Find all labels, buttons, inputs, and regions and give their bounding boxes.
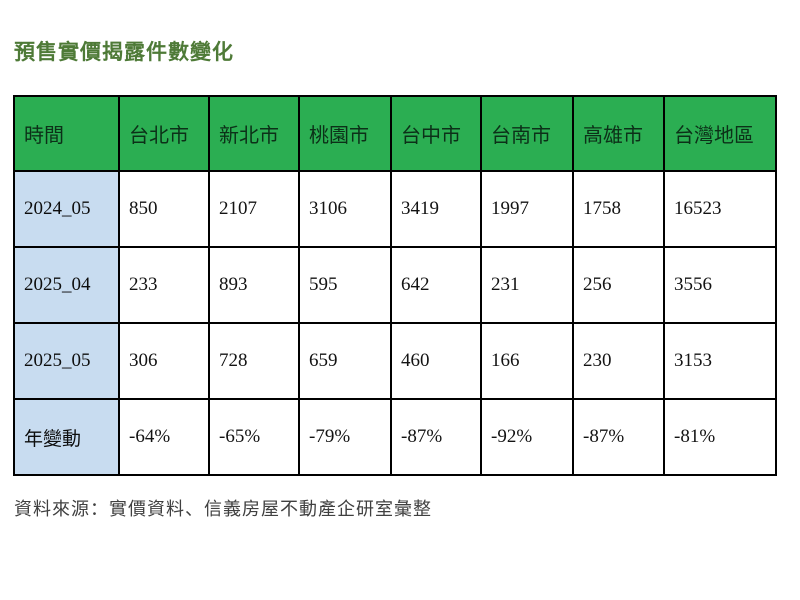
table-row: 2025_05 306 728 659 460 166 230 3153 xyxy=(13,322,777,400)
table-cell: 460 xyxy=(390,322,482,400)
column-header-kaohsiung: 高雄市 xyxy=(572,95,665,172)
column-header-time: 時間 xyxy=(13,95,120,172)
table-cell: -79% xyxy=(298,398,392,476)
column-header-tainan: 台南市 xyxy=(480,95,574,172)
row-label: 年變動 xyxy=(13,398,120,476)
table-cell: 1997 xyxy=(480,170,574,248)
column-header-taiwan-area: 台灣地區 xyxy=(663,95,777,172)
table-row: 2024_05 850 2107 3106 3419 1997 1758 165… xyxy=(13,170,777,248)
table-cell: 256 xyxy=(572,246,665,324)
table-cell: 230 xyxy=(572,322,665,400)
table-cell: -87% xyxy=(572,398,665,476)
table-cell: -92% xyxy=(480,398,574,476)
table-cell: 3419 xyxy=(390,170,482,248)
table-cell: -87% xyxy=(390,398,482,476)
table-cell: 306 xyxy=(118,322,210,400)
table-cell: 231 xyxy=(480,246,574,324)
table-cell: 728 xyxy=(208,322,300,400)
column-header-taichung: 台中市 xyxy=(390,95,482,172)
table-cell: 166 xyxy=(480,322,574,400)
table-cell: 659 xyxy=(298,322,392,400)
table-cell: 642 xyxy=(390,246,482,324)
table-row: 年變動 -64% -65% -79% -87% -92% -87% -81% xyxy=(13,398,777,476)
table-cell: 2107 xyxy=(208,170,300,248)
table-cell: -65% xyxy=(208,398,300,476)
table-cell: 233 xyxy=(118,246,210,324)
table-cell: 3556 xyxy=(663,246,777,324)
table-cell: 3153 xyxy=(663,322,777,400)
table-cell: 1758 xyxy=(572,170,665,248)
table-header-row: 時間 台北市 新北市 桃園市 台中市 台南市 高雄市 台灣地區 xyxy=(13,95,777,172)
table-cell: 3106 xyxy=(298,170,392,248)
row-label: 2024_05 xyxy=(13,170,120,248)
data-source-note: 資料來源：實價資料、信義房屋不動產企研室彙整 xyxy=(14,499,432,519)
column-header-taoyuan: 桃園市 xyxy=(298,95,392,172)
table-cell: 16523 xyxy=(663,170,777,248)
table-cell: 595 xyxy=(298,246,392,324)
table-cell: -81% xyxy=(663,398,777,476)
column-header-new-taipei: 新北市 xyxy=(208,95,300,172)
table-cell: -64% xyxy=(118,398,210,476)
table-cell: 893 xyxy=(208,246,300,324)
column-header-taipei: 台北市 xyxy=(118,95,210,172)
disclosure-table: 時間 台北市 新北市 桃園市 台中市 台南市 高雄市 台灣地區 2024_05 … xyxy=(13,95,777,476)
row-label: 2025_05 xyxy=(13,322,120,400)
row-label: 2025_04 xyxy=(13,246,120,324)
page-title: 預售實價揭露件數變化 xyxy=(14,41,234,64)
table-cell: 850 xyxy=(118,170,210,248)
table-row: 2025_04 233 893 595 642 231 256 3556 xyxy=(13,246,777,324)
